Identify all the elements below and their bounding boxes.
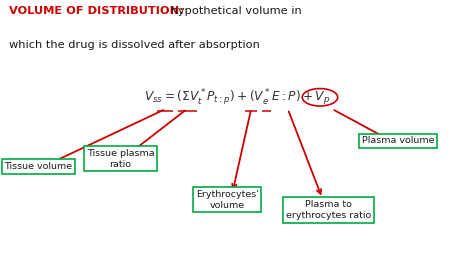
Text: Plasma volume: Plasma volume xyxy=(362,136,434,145)
Text: Tissue plasma
ratio: Tissue plasma ratio xyxy=(87,149,155,169)
Text: hypothetical volume in: hypothetical volume in xyxy=(167,6,301,16)
Text: $V_{ss} = (\Sigma V_t^* P_{t:p}) + (V_e^* E : P) + V_p$: $V_{ss} = (\Sigma V_t^* P_{t:p}) + (V_e^… xyxy=(144,87,330,108)
Text: which the drug is dissolved after absorption: which the drug is dissolved after absorp… xyxy=(9,40,259,50)
Text: Tissue volume: Tissue volume xyxy=(4,162,73,171)
Text: VOLUME OF DISTRIBUTION:: VOLUME OF DISTRIBUTION: xyxy=(9,6,183,16)
Text: Plasma to
erythrocytes ratio: Plasma to erythrocytes ratio xyxy=(286,200,371,220)
Text: Erythrocytes'
volume: Erythrocytes' volume xyxy=(196,190,258,210)
